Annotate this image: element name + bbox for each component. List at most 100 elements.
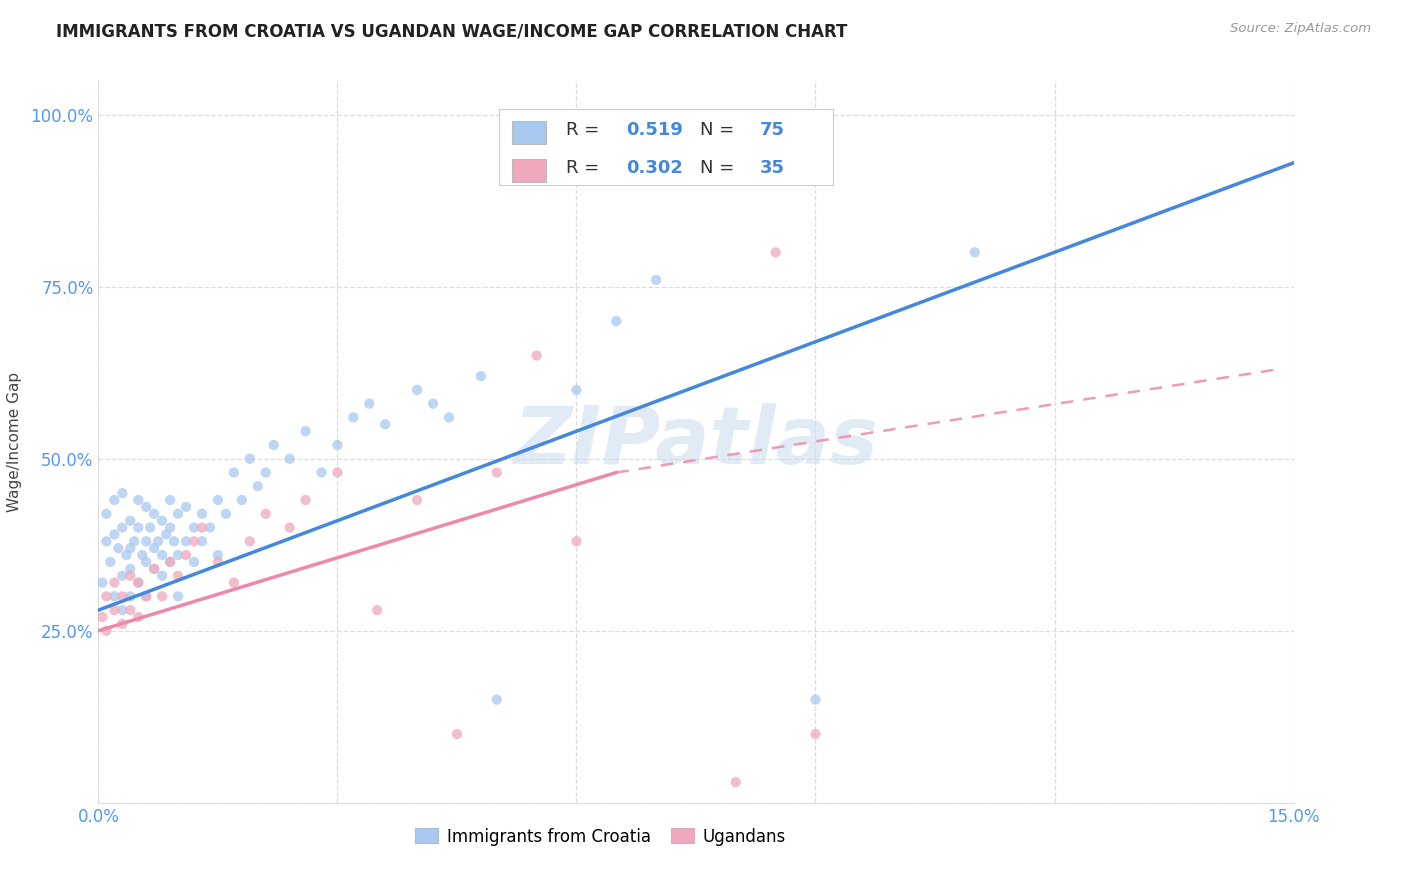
Point (254, 507, 277, 521)
Point (207, 493, 229, 508)
Point (150, 514, 173, 528)
Point (183, 520, 205, 534)
Point (174, 548, 197, 562)
Point (103, 575, 125, 590)
Point (131, 548, 153, 562)
Point (231, 493, 253, 508)
Point (374, 417, 396, 432)
Point (120, 590, 142, 604)
Point (103, 493, 125, 508)
Point (159, 555, 181, 569)
Point (120, 541, 142, 556)
Point (565, 383, 588, 397)
Point (115, 548, 138, 562)
Point (139, 520, 162, 534)
Point (183, 534, 205, 549)
Point (765, 245, 787, 260)
Point (98, 555, 122, 569)
Point (804, 692, 827, 706)
Point (103, 603, 125, 617)
Point (150, 590, 173, 604)
Point (135, 590, 157, 604)
Point (163, 534, 186, 549)
Point (143, 507, 166, 521)
Point (103, 527, 125, 541)
Point (148, 534, 170, 549)
Point (135, 500, 157, 514)
Point (359, 397, 381, 411)
Point (127, 493, 149, 508)
Point (96, 507, 118, 521)
Point (135, 534, 157, 549)
Point (222, 466, 245, 480)
Point (191, 507, 214, 521)
Point (311, 466, 333, 480)
Point (342, 410, 364, 425)
Point (239, 534, 262, 549)
Point (127, 610, 149, 624)
Point (120, 514, 142, 528)
Point (406, 493, 429, 508)
Point (124, 534, 146, 549)
Point (437, 410, 460, 425)
Point (159, 493, 181, 508)
Point (724, 775, 747, 789)
Text: ZIPatlas: ZIPatlas (513, 402, 879, 481)
Point (91, 575, 114, 590)
Point (111, 486, 134, 500)
Point (167, 568, 190, 582)
Point (294, 493, 316, 508)
Point (120, 603, 142, 617)
Point (198, 520, 221, 534)
Point (103, 590, 125, 604)
Point (120, 568, 142, 582)
Point (96, 624, 118, 638)
Point (446, 727, 468, 741)
Point (406, 383, 429, 397)
Point (107, 541, 129, 556)
Point (174, 534, 197, 549)
Point (278, 520, 301, 534)
Point (127, 575, 149, 590)
Point (167, 590, 190, 604)
Point (278, 451, 301, 466)
Point (565, 534, 588, 549)
Y-axis label: Wage/Income Gap: Wage/Income Gap (7, 371, 22, 512)
Point (143, 562, 166, 576)
Point (159, 520, 181, 534)
Point (804, 727, 827, 741)
Point (326, 466, 349, 480)
Point (207, 548, 229, 562)
Text: IMMIGRANTS FROM CROATIA VS UGANDAN WAGE/INCOME GAP CORRELATION CHART: IMMIGRANTS FROM CROATIA VS UGANDAN WAGE/… (56, 22, 848, 40)
Point (143, 541, 166, 556)
Point (174, 500, 197, 514)
Point (526, 349, 548, 363)
Point (246, 479, 269, 493)
Point (96, 590, 118, 604)
Point (127, 520, 149, 534)
Point (207, 555, 229, 569)
Point (326, 438, 349, 452)
Point (143, 562, 166, 576)
Point (120, 562, 142, 576)
Point (127, 575, 149, 590)
Point (96, 534, 118, 549)
Point (645, 273, 668, 287)
Point (294, 424, 316, 438)
Point (422, 397, 444, 411)
Point (191, 534, 214, 549)
Point (91, 610, 114, 624)
Point (254, 466, 277, 480)
Legend: Immigrants from Croatia, Ugandans: Immigrants from Croatia, Ugandans (408, 821, 793, 852)
Point (470, 369, 492, 384)
Point (150, 568, 173, 582)
Point (111, 603, 134, 617)
Point (135, 590, 157, 604)
Text: Source: ZipAtlas.com: Source: ZipAtlas.com (1230, 22, 1371, 36)
Point (605, 314, 627, 328)
Point (159, 555, 181, 569)
Point (167, 548, 190, 562)
Point (263, 438, 285, 452)
Point (485, 692, 508, 706)
Point (111, 520, 134, 534)
